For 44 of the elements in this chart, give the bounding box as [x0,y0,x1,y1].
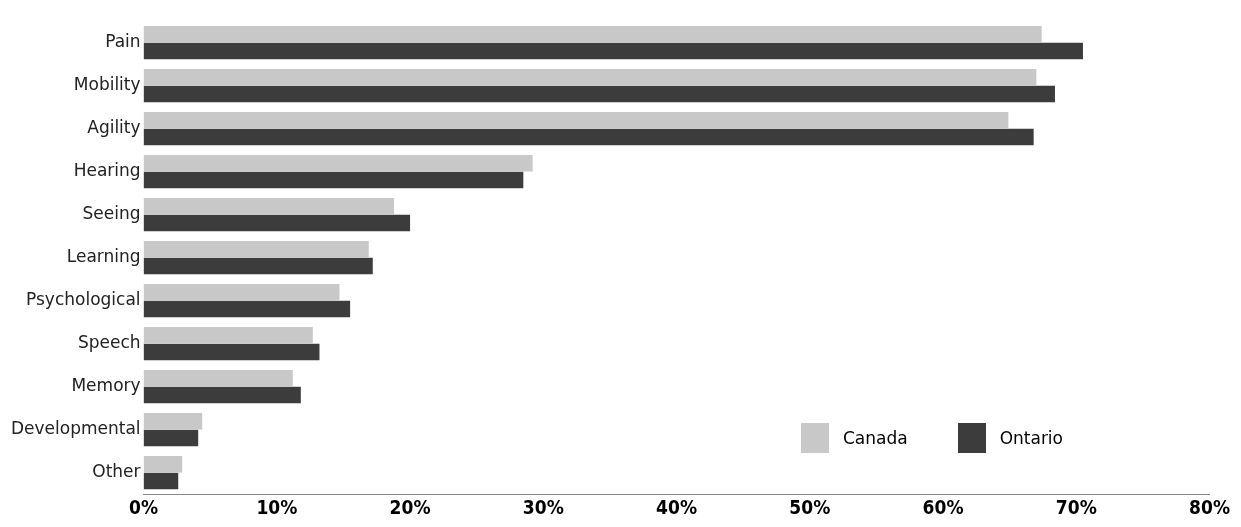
bar [143,284,340,301]
y-tick-label: Seeing [82,203,141,224]
y-tick-label: Mobility [73,74,141,95]
legend-label: Canada [842,428,908,448]
bar [143,69,1037,86]
y-tick-label: Psychological [26,289,141,310]
x-tick-label: 70% [1055,495,1097,518]
bar [143,198,395,215]
bar [143,327,313,344]
x-tick-label: 30% [522,495,564,518]
y-tick-label: Speech [77,332,141,353]
y-tick-label: Learning [66,246,141,267]
bar [143,241,369,258]
x-tick-label: 60% [922,495,964,518]
y-tick-label: Developmental [10,418,141,439]
bar [143,171,524,189]
bar [143,155,533,172]
bar [143,343,320,361]
y-tick-label: Agility [87,117,141,138]
bar [143,386,301,404]
bar [143,300,351,318]
x-tick-label: 20% [389,495,431,518]
bar [143,429,199,447]
bar [143,472,179,490]
bar [143,85,1055,103]
y-tick-label: Memory [71,375,141,396]
bar [143,370,293,387]
x-tick-label: 10% [256,495,298,518]
bar [143,42,1083,60]
x-tick-label: 80% [1189,495,1230,518]
bar [143,128,1034,146]
y-tick-label: Hearing [73,160,141,181]
bar [143,26,1042,43]
x-tick-label: 0% [129,495,159,518]
bar [143,456,183,473]
bar [143,257,373,275]
y-tick-label: Other [92,461,141,482]
bar [143,413,203,430]
bar [143,112,1009,129]
x-tick-label: 40% [656,495,698,518]
y-tick-label: Pain [105,31,141,52]
legend-label: Ontario [999,428,1063,448]
bar [143,214,411,232]
x-tick-label: 50% [789,495,831,518]
